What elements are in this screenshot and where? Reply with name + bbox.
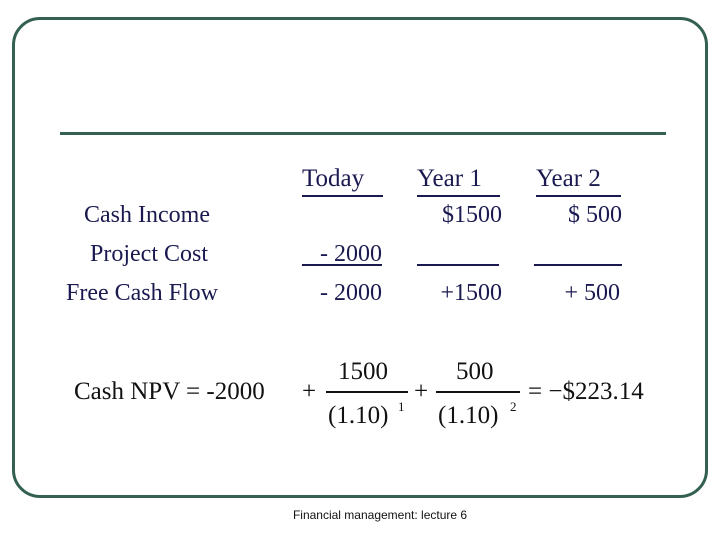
header-year1-underline <box>417 195 500 197</box>
cell-free-cash-flow-today: - 2000 <box>320 280 382 306</box>
fraction-2-numerator: 500 <box>456 358 494 385</box>
row-label-cash-income: Cash Income <box>84 202 210 228</box>
cell-free-cash-flow-year1: +1500 <box>440 280 502 306</box>
project-cost-year1-underline <box>417 264 499 266</box>
header-today: Today <box>302 165 365 192</box>
formula-plus-1: + <box>302 378 317 405</box>
header-today-underline <box>302 195 383 197</box>
cell-project-cost-today: - 2000 <box>320 241 382 267</box>
fraction-1-numerator: 1500 <box>338 358 388 385</box>
slide-footer: Financial management: lecture 6 <box>292 508 468 522</box>
formula-result: = −$223.14 <box>528 378 644 405</box>
formula-plus-2: + <box>414 378 429 405</box>
fraction-1-exponent: 1 <box>398 399 405 414</box>
fraction-2-denominator: (1.10) <box>438 402 499 429</box>
cell-cash-income-year2: $ 500 <box>568 202 622 228</box>
row-label-project-cost: Project Cost <box>90 241 208 267</box>
fraction-1-denominator: (1.10) <box>328 402 389 429</box>
cell-cash-income-year1: $1500 <box>442 202 502 228</box>
formula-lhs: Cash NPV = -2000 <box>74 378 265 405</box>
header-year1: Year 1 <box>417 165 482 192</box>
header-year2-underline <box>536 195 621 197</box>
project-cost-today-underline <box>302 264 382 266</box>
fraction-1-bar <box>326 391 408 393</box>
row-label-free-cash-flow: Free Cash Flow <box>66 280 218 306</box>
fraction-2-exponent: 2 <box>510 399 517 414</box>
fraction-2-bar <box>436 391 520 393</box>
slide-frame <box>12 17 708 498</box>
header-year2: Year 2 <box>536 165 601 192</box>
project-cost-year2-underline <box>534 264 622 266</box>
cell-free-cash-flow-year2: + 500 <box>564 280 620 306</box>
title-rule <box>60 132 666 135</box>
